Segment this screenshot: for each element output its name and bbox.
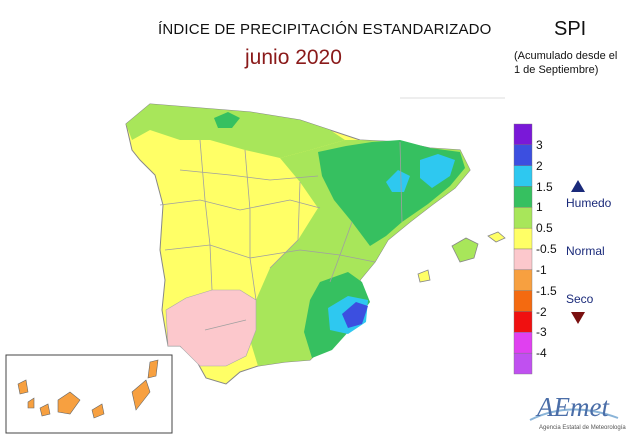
accumulation-note-line1: (Acumulado desde el bbox=[514, 50, 618, 62]
legend-swatch bbox=[513, 123, 533, 146]
province-boundaries bbox=[159, 139, 403, 331]
map-subtitle: junio 2020 bbox=[245, 46, 342, 69]
menorca-island bbox=[487, 231, 506, 243]
legend-swatch bbox=[513, 332, 533, 354]
north-normal-band bbox=[126, 104, 345, 158]
legend-tick-label: -3 bbox=[536, 325, 547, 340]
legend-normal-label: Normal bbox=[566, 244, 605, 258]
legend-tick-label: -4 bbox=[536, 346, 547, 361]
wet-triangle-icon bbox=[571, 180, 585, 192]
index-name: SPI bbox=[554, 18, 587, 40]
legend-swatch bbox=[513, 227, 533, 250]
legend-swatch bbox=[513, 352, 533, 375]
legend-wet-label: Humedo bbox=[566, 196, 612, 210]
aemet-logo-swoosh bbox=[529, 408, 619, 421]
ibiza-island bbox=[417, 269, 431, 283]
legend-tick-label: 1 bbox=[536, 200, 543, 215]
mallorca-island bbox=[451, 237, 479, 263]
ebro-cyan-patch bbox=[386, 170, 410, 192]
map-title: ÍNDICE DE PRECIPITACIÓN ESTANDARIZADO bbox=[158, 21, 492, 38]
legend-swatch bbox=[513, 290, 533, 312]
legend-swatch bbox=[513, 311, 533, 333]
legend-swatch bbox=[513, 207, 533, 229]
legend-tick-label: -1.5 bbox=[536, 283, 557, 298]
canary-islands bbox=[17, 359, 159, 419]
canary-inset-frame bbox=[5, 354, 173, 434]
aemet-logo-caption: Agencia Estatal de Meteorología bbox=[539, 425, 626, 431]
legend-swatch bbox=[513, 269, 533, 291]
legend-dry-label: Seco bbox=[566, 292, 594, 306]
legend-swatch bbox=[513, 165, 533, 187]
southwest-dry-area bbox=[165, 289, 257, 367]
legend-tick-label: -2 bbox=[536, 304, 547, 319]
legend-tick-label: 3 bbox=[536, 137, 543, 152]
accumulation-note-line2: 1 de Septiembre) bbox=[514, 64, 599, 76]
dry-triangle-icon bbox=[571, 312, 585, 324]
legend-swatch bbox=[513, 248, 533, 271]
legend-tick-label: -0.5 bbox=[536, 242, 557, 256]
north-wet-patch bbox=[214, 112, 240, 128]
legend-tick-label: 1.5 bbox=[536, 179, 553, 194]
legend-tick-label: -1 bbox=[536, 262, 547, 277]
legend-swatch bbox=[513, 144, 533, 166]
legend-colorbar bbox=[513, 123, 533, 375]
legend-swatch bbox=[513, 186, 533, 208]
catalonia-cyan-patch bbox=[420, 154, 455, 188]
legend-tick-label: 2 bbox=[536, 158, 543, 173]
legend-tick-label: 0.5 bbox=[536, 221, 553, 236]
southeast-blue-core bbox=[342, 302, 368, 328]
aemet-logo: AEmet bbox=[537, 392, 609, 422]
